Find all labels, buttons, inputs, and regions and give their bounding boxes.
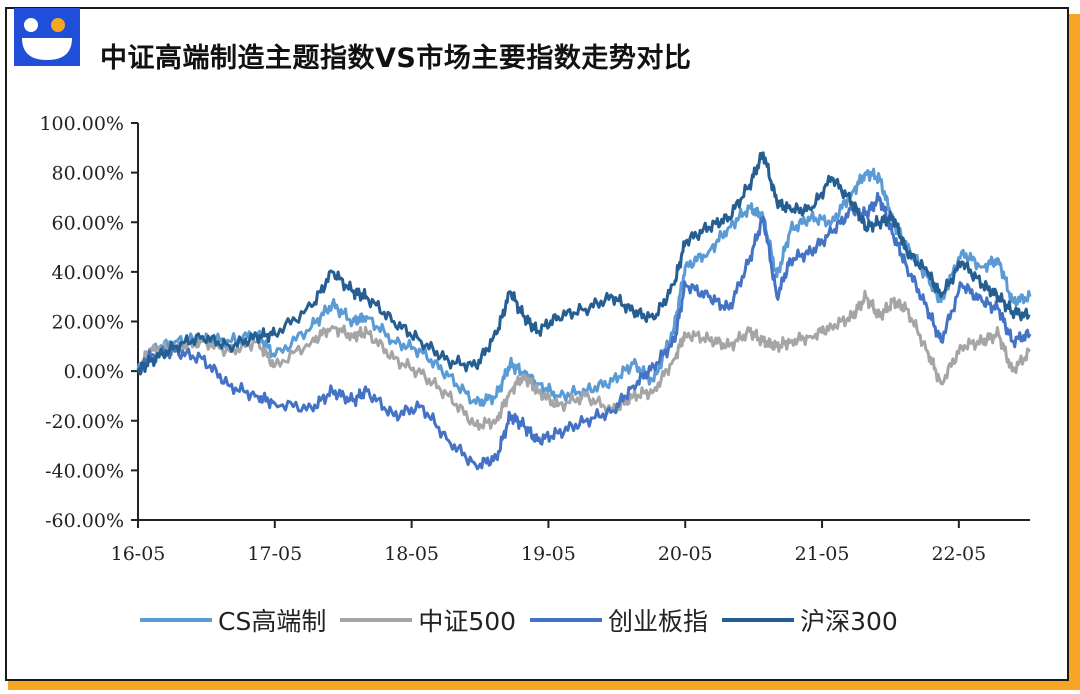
x-tick-label: 18-05 [384, 543, 439, 565]
legend-item: 创业板指 [530, 602, 708, 638]
y-tick-label: -40.00% [45, 460, 124, 482]
logo [14, 8, 80, 66]
legend-label: 沪深300 [800, 607, 898, 636]
series-line-2 [136, 289, 1031, 431]
legend-item: 中证500 [340, 602, 516, 638]
y-tick-label: 100.00% [39, 113, 124, 135]
legend-item: CS高端制 [140, 602, 326, 638]
y-tick-label: 80.00% [52, 163, 124, 185]
x-tick-label: 21-05 [795, 543, 850, 565]
x-tick-label: 17-05 [247, 543, 302, 565]
series-line-4 [136, 151, 1031, 376]
legend-item: 沪深300 [722, 602, 898, 638]
series-line-1 [136, 167, 1032, 407]
logo-face-icon [14, 8, 80, 66]
x-tick-label: 20-05 [658, 543, 713, 565]
legend-label: 创业板指 [608, 607, 709, 636]
y-tick-label: 0.00% [64, 361, 124, 383]
x-tick-label: 19-05 [521, 543, 576, 565]
legend-swatch [340, 618, 413, 622]
y-tick-label: 20.00% [52, 312, 124, 334]
y-tick-label: -20.00% [45, 411, 124, 433]
y-tick-label: -60.00% [45, 510, 124, 532]
chart-legend: CS高端制 中证500 创业板指 沪深300 [140, 600, 1040, 640]
series-line-3 [137, 191, 1032, 471]
legend-label: 中证500 [418, 607, 517, 636]
y-tick-label: 40.00% [52, 262, 124, 284]
x-tick-label: 16-05 [111, 543, 166, 565]
x-tick-label: 22-05 [931, 543, 986, 565]
chart-title: 中证高端制造主题指数VS市场主要指数走势对比 [100, 43, 692, 74]
y-tick-label: 60.00% [52, 212, 124, 234]
legend-swatch [140, 618, 212, 622]
legend-label: CS高端制 [218, 607, 327, 636]
legend-swatch [530, 618, 603, 622]
legend-swatch [722, 618, 795, 622]
